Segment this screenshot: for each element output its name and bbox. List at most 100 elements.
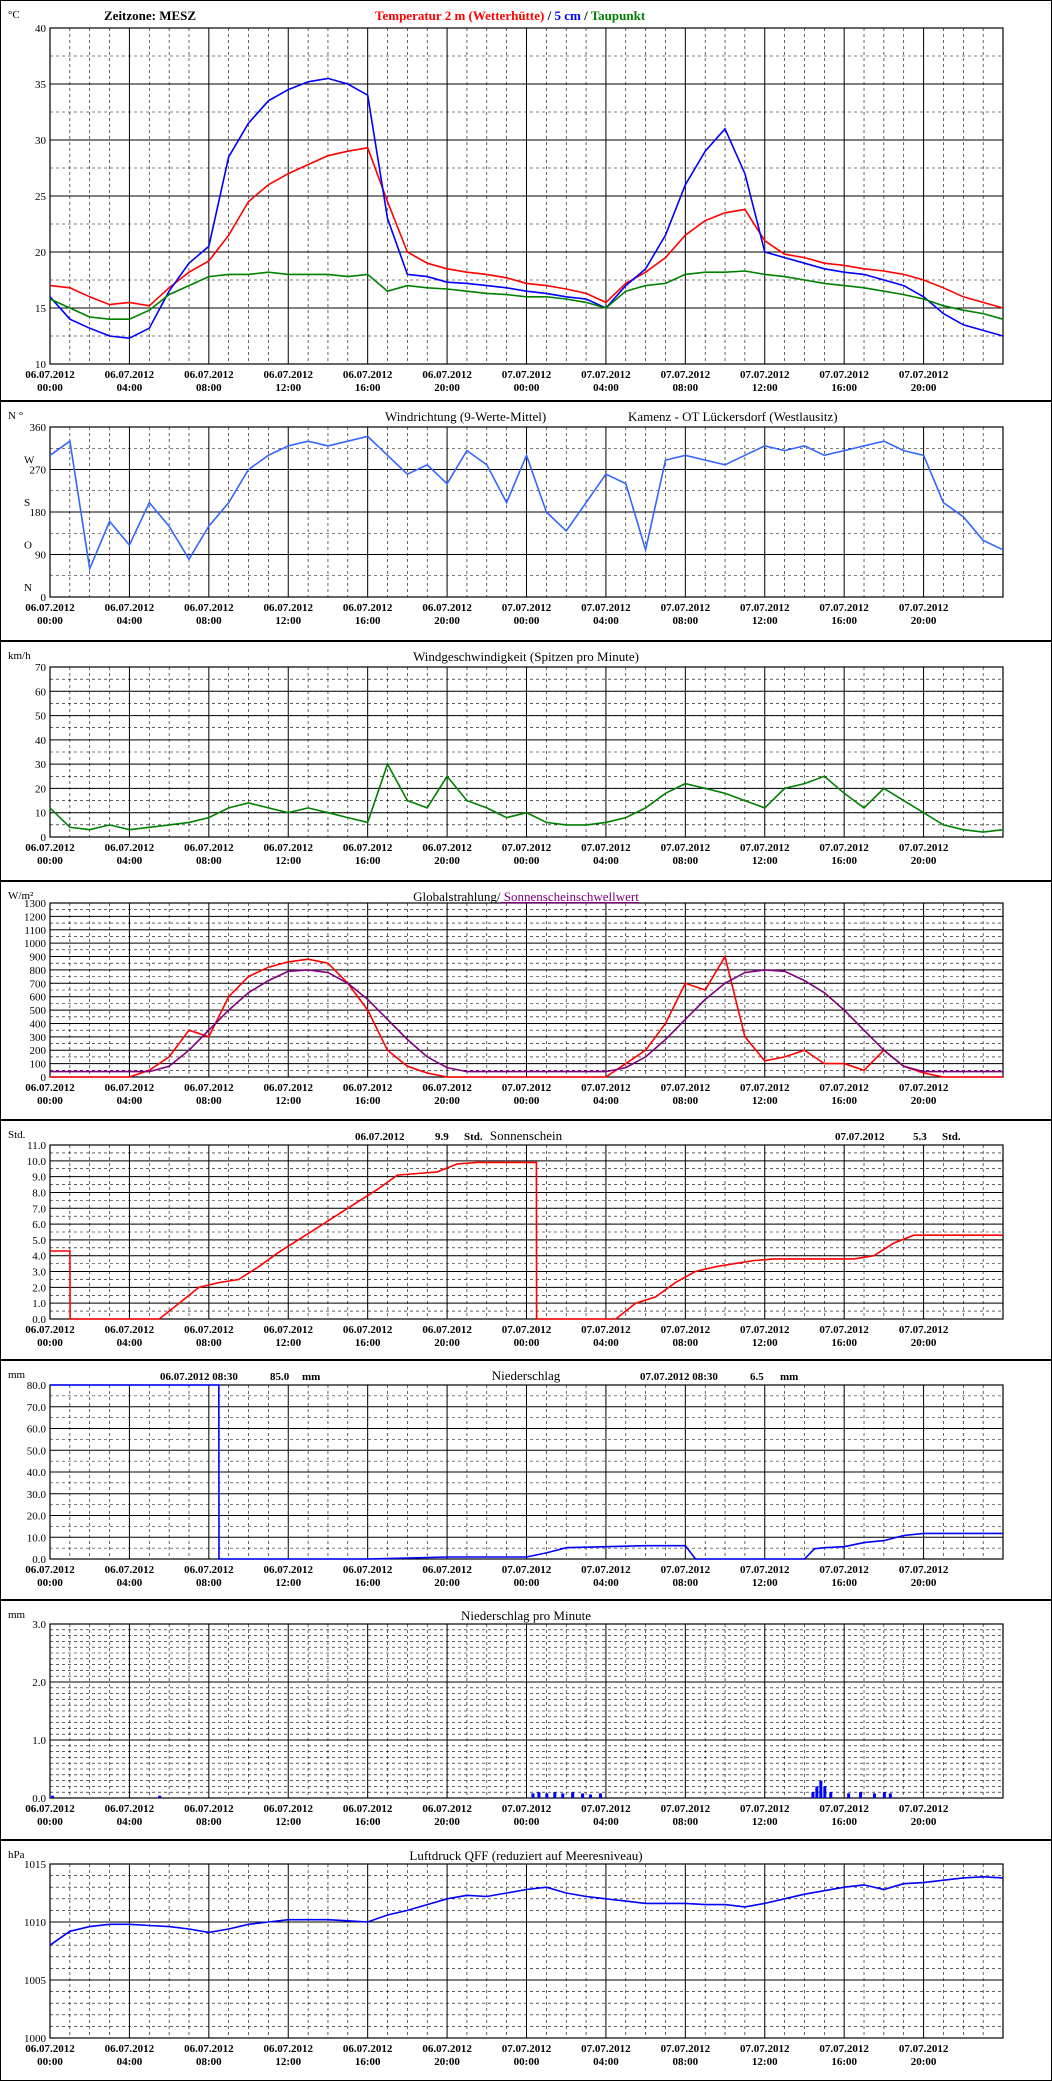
x-time-label: 08:00 [672, 2056, 698, 2068]
x-date-label: 07.07.2012 [661, 842, 711, 854]
x-date-label: 06.07.2012 [343, 1324, 393, 1336]
x-date-label: 06.07.2012 [422, 1082, 472, 1094]
x-date-label: 06.07.2012 [184, 842, 234, 854]
x-time-label: 00:00 [37, 1577, 63, 1589]
x-date-label: 07.07.2012 [819, 842, 869, 854]
x-date-label: 06.07.2012 [184, 1564, 234, 1576]
data-bar [158, 1795, 162, 1798]
x-time-label: 00:00 [37, 382, 63, 394]
title-part: 5 cm [551, 8, 581, 23]
x-time-label: 20:00 [434, 615, 460, 627]
y-tick-label: 500 [30, 1005, 47, 1017]
data-bar [819, 1780, 823, 1798]
x-date-label: 07.07.2012 [581, 842, 631, 854]
y-tick-label: 60 [35, 686, 47, 698]
x-time-label: 12:00 [275, 1577, 301, 1589]
plot-area-temperature [49, 27, 1004, 365]
x-date-label: 07.07.2012 [581, 1803, 631, 1815]
y-unit-label: mm [8, 1609, 26, 1621]
y-tick-label: 0.0 [32, 1554, 46, 1566]
x-date-label: 07.07.2012 [819, 369, 869, 381]
chart-title-precipitation: Niederschlag [492, 1368, 561, 1383]
y-tick-label: 50.0 [27, 1445, 47, 1457]
y-tick-label: 0.0 [32, 1314, 46, 1326]
y-tick-label: 30.0 [27, 1489, 47, 1501]
x-date-label: 06.07.2012 [343, 2043, 393, 2055]
series-line-temperature-0 [49, 146, 1004, 309]
x-time-label: 04:00 [593, 1095, 619, 1107]
y-tick-label: 3.0 [32, 1619, 46, 1631]
x-date-label: 06.07.2012 [105, 1564, 155, 1576]
x-date-label: 06.07.2012 [105, 1082, 155, 1094]
x-date-label: 06.07.2012 [343, 842, 393, 854]
x-time-label: 12:00 [752, 2056, 778, 2068]
x-time-label: 04:00 [593, 1816, 619, 1828]
y-tick-label: 1100 [24, 925, 46, 937]
x-date-label: 07.07.2012 [502, 1564, 552, 1576]
x-time-label: 04:00 [117, 1337, 143, 1349]
data-bar [589, 1794, 593, 1798]
x-date-label: 07.07.2012 [819, 1564, 869, 1576]
x-time-label: 08:00 [196, 382, 222, 394]
y-tick-label: 80.0 [27, 1380, 47, 1392]
y-tick-label: 270 [30, 465, 47, 477]
x-date-label: 07.07.2012 [899, 1803, 949, 1815]
x-date-label: 06.07.2012 [105, 1324, 155, 1336]
x-date-label: 06.07.2012 [25, 1324, 75, 1336]
x-time-label: 16:00 [831, 855, 857, 867]
x-date-label: 07.07.2012 [661, 1564, 711, 1576]
x-date-label: 07.07.2012 [581, 1324, 631, 1336]
x-time-label: 08:00 [196, 1337, 222, 1349]
x-time-label: 04:00 [117, 615, 143, 627]
x-date-label: 07.07.2012 [661, 369, 711, 381]
x-date-label: 06.07.2012 [264, 1803, 314, 1815]
chart-title-temperature: Temperatur 2 m (Wetterhütte) / 5 cm / Ta… [375, 8, 646, 23]
chart-title-station: Kamenz - OT Lückersdorf (Westlausitz) [628, 409, 838, 424]
x-time-label: 16:00 [831, 615, 857, 627]
x-time-label: 16:00 [355, 2056, 381, 2068]
series-line-wind_speed-0 [49, 762, 1004, 833]
title-part: / [544, 8, 551, 23]
x-time-label: 04:00 [593, 615, 619, 627]
x-date-label: 07.07.2012 [502, 2043, 552, 2055]
x-date-label: 07.07.2012 [502, 1082, 552, 1094]
x-date-label: 06.07.2012 [105, 842, 155, 854]
chart-title-pressure: Luftdruck QFF (reduziert auf Meeresnivea… [409, 1848, 642, 1863]
summary-unit: Std. [942, 1131, 961, 1143]
x-date-label: 07.07.2012 [899, 2043, 949, 2055]
x-time-label: 12:00 [752, 1577, 778, 1589]
y-tick-label: 2.0 [32, 1677, 46, 1689]
plot-area-pressure [49, 1863, 1004, 2039]
y-tick-label: 1.0 [32, 1735, 46, 1747]
y-tick-label: 300 [30, 1032, 47, 1044]
y-unit-label: Std. [8, 1129, 26, 1141]
x-time-label: 20:00 [911, 382, 937, 394]
plot-area-sunshine [49, 1144, 1004, 1320]
y-tick-label: 1000 [24, 938, 47, 950]
y-tick-label: 6.0 [32, 1219, 46, 1231]
x-date-label: 06.07.2012 [105, 369, 155, 381]
y-tick-label: 10.0 [27, 1532, 47, 1544]
x-time-label: 00:00 [514, 615, 540, 627]
plot-area-wind_speed [49, 666, 1004, 838]
x-time-label: 16:00 [355, 1577, 381, 1589]
y-tick-label: 0 [41, 592, 47, 604]
x-time-label: 08:00 [196, 615, 222, 627]
x-time-label: 00:00 [37, 615, 63, 627]
x-time-label: 16:00 [355, 1095, 381, 1107]
title-part: Taupunkt [588, 8, 646, 23]
summary-unit: Std. [464, 1131, 483, 1143]
x-date-label: 06.07.2012 [422, 1564, 472, 1576]
x-time-label: 08:00 [672, 855, 698, 867]
x-time-label: 00:00 [514, 2056, 540, 2068]
x-date-label: 07.07.2012 [661, 1082, 711, 1094]
x-time-label: 04:00 [117, 855, 143, 867]
x-time-label: 12:00 [275, 1816, 301, 1828]
x-time-label: 12:00 [275, 2056, 301, 2068]
y-tick-label: 35 [35, 79, 47, 91]
x-date-label: 06.07.2012 [25, 1082, 75, 1094]
x-time-label: 04:00 [593, 1577, 619, 1589]
y-compass-label: S [24, 497, 30, 509]
y-unit-label: °C [8, 9, 20, 21]
